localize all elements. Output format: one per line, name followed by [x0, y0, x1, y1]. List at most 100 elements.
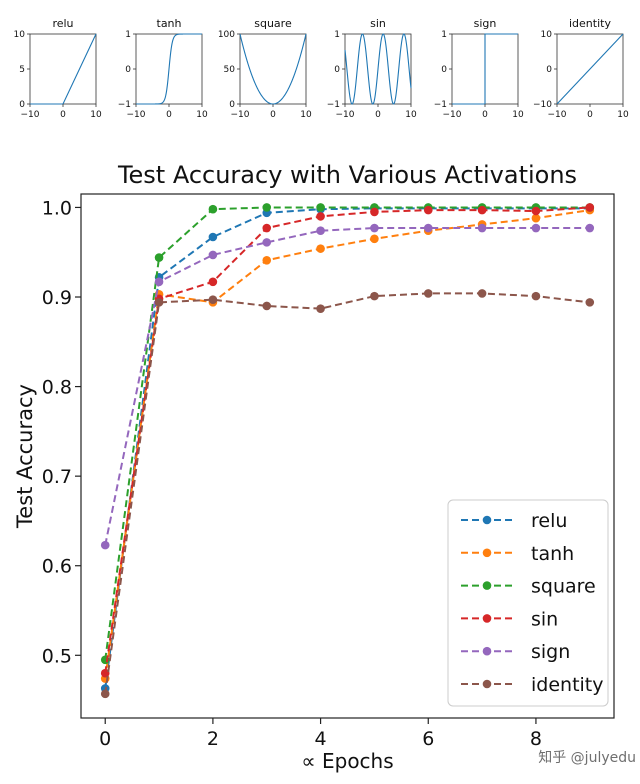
data-point-sign [477, 223, 487, 233]
subplot-ytick-label: −1 [118, 100, 131, 110]
subplot-xtick-label: 10 [512, 110, 524, 120]
y-tick-label: 0.6 [42, 556, 72, 578]
data-point-identity [100, 689, 110, 699]
x-tick-label: 0 [99, 728, 111, 750]
series-line-square [104, 206, 590, 660]
data-point-relu [208, 232, 218, 242]
x-tick-label: 2 [207, 728, 219, 750]
subplot-curve-square [239, 33, 307, 105]
data-point-sin [531, 206, 541, 216]
x-axis-label: ∝ Epochs [301, 749, 393, 773]
data-point-square [262, 203, 272, 212]
y-tick-label: 1.0 [42, 197, 72, 219]
subplot-xtick-label: −10 [443, 110, 462, 120]
data-point-sign [370, 223, 379, 233]
subplot-curve-tanh [136, 33, 202, 105]
data-point-tanh [316, 244, 325, 253]
data-point-sin [262, 223, 272, 233]
data-point-sin [423, 205, 433, 215]
subplot-ytick-label: 0 [125, 65, 131, 75]
subplot-ytick-label: −1 [434, 100, 447, 110]
data-point-square [208, 204, 218, 214]
subplot-curve-sign [452, 33, 518, 105]
subplot-xtick-label: 0 [482, 110, 488, 120]
subplot-xtick-label: −10 [336, 110, 355, 120]
data-point-identity [316, 304, 325, 313]
subplot-ytick-label: −1 [327, 100, 340, 110]
data-point-tanh [370, 234, 379, 244]
data-point-identity [208, 295, 218, 304]
data-point-square [316, 203, 325, 212]
y-tick-label: 0.7 [42, 466, 72, 488]
subplot-xtick-label: 10 [617, 110, 629, 120]
legend-marker-relu [482, 515, 492, 525]
subplot-xtick-label: 10 [405, 110, 417, 120]
data-point-identity [154, 298, 164, 307]
data-point-sign [423, 223, 433, 233]
subplot-ytick-label: −10 [533, 100, 552, 110]
chart-title: Test Accuracy with Various Activations [117, 161, 577, 189]
data-point-sign [154, 277, 164, 287]
subplot-xtick-label: 0 [270, 110, 276, 120]
subplot-title-tanh: tanh [157, 17, 182, 30]
legend-label-sin: sin [531, 608, 558, 630]
subplot-xtick-label: −10 [127, 110, 146, 120]
subplot-ytick-label: 5 [19, 65, 25, 75]
x-tick-label: 8 [530, 728, 542, 750]
y-tick-label: 0.5 [42, 645, 72, 667]
data-point-identity [477, 289, 487, 298]
subplot-xtick-label: −10 [21, 110, 40, 120]
data-point-sign [262, 238, 272, 247]
legend-marker-sin [482, 614, 492, 623]
legend-label-identity: identity [531, 674, 604, 696]
subplot-ytick-label: 10 [541, 30, 553, 40]
series-line-sin [104, 206, 590, 674]
x-tick-label: 4 [315, 728, 327, 750]
x-tick-label: 6 [422, 728, 434, 750]
subplot-frame-relu [29, 33, 97, 105]
subplot-curve-sin [344, 33, 412, 105]
data-point-sin [208, 277, 218, 287]
subplot-xtick-label: 10 [196, 110, 208, 120]
data-point-sign [208, 250, 218, 260]
subplot-xtick-label: 0 [375, 110, 381, 120]
y-tick-label: 0.9 [42, 287, 72, 309]
subplot-ytick-label: 0 [441, 65, 447, 75]
plot-frame [80, 193, 615, 719]
y-tick-label: 0.8 [42, 377, 72, 399]
data-point-sin [477, 205, 487, 215]
subplot-title-identity: identity [569, 17, 611, 30]
data-point-sign [531, 223, 541, 233]
legend-marker-identity [482, 679, 492, 689]
legend-label-relu: relu [531, 510, 567, 532]
subplot-xtick-label: 10 [90, 110, 102, 120]
data-point-identity [585, 298, 595, 307]
legend-label-square: square [531, 576, 596, 598]
subplot-ytick-label: 0 [546, 65, 552, 75]
y-axis-label: Test Accuracy [13, 384, 37, 529]
series-line-sign [104, 227, 590, 546]
data-point-square [154, 253, 164, 262]
data-point-sign [100, 540, 110, 550]
subplot-curve-relu [30, 33, 97, 105]
subplot-title-sin: sin [370, 17, 386, 30]
legend-marker-tanh [482, 548, 492, 558]
subplot-xtick-label: 0 [60, 110, 66, 120]
data-point-sign [585, 223, 595, 233]
subplot-xtick-label: 0 [166, 110, 172, 120]
data-point-tanh [531, 213, 541, 223]
subplot-ytick-label: 0 [229, 100, 235, 110]
legend-label-tanh: tanh [531, 543, 574, 565]
data-point-sin [370, 207, 379, 217]
subplot-xtick-label: −10 [231, 110, 250, 120]
subplot-ytick-label: 1 [334, 30, 340, 40]
subplot-ytick-label: 50 [224, 65, 236, 75]
legend-marker-sign [482, 646, 492, 656]
subplot-ytick-label: 1 [441, 30, 447, 40]
subplot-xtick-label: 10 [300, 110, 312, 120]
data-point-tanh [262, 255, 272, 265]
subplot-ytick-label: 10 [14, 30, 26, 40]
subplot-xtick-label: −10 [548, 110, 567, 120]
data-point-identity [423, 289, 433, 298]
